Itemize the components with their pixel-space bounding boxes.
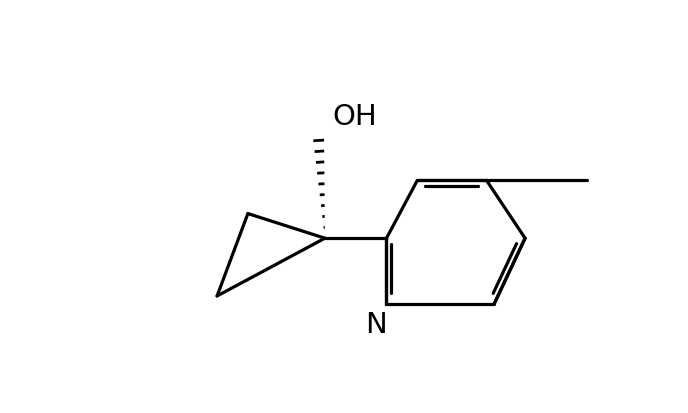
Text: N: N [365, 311, 387, 339]
Text: OH: OH [332, 103, 377, 131]
